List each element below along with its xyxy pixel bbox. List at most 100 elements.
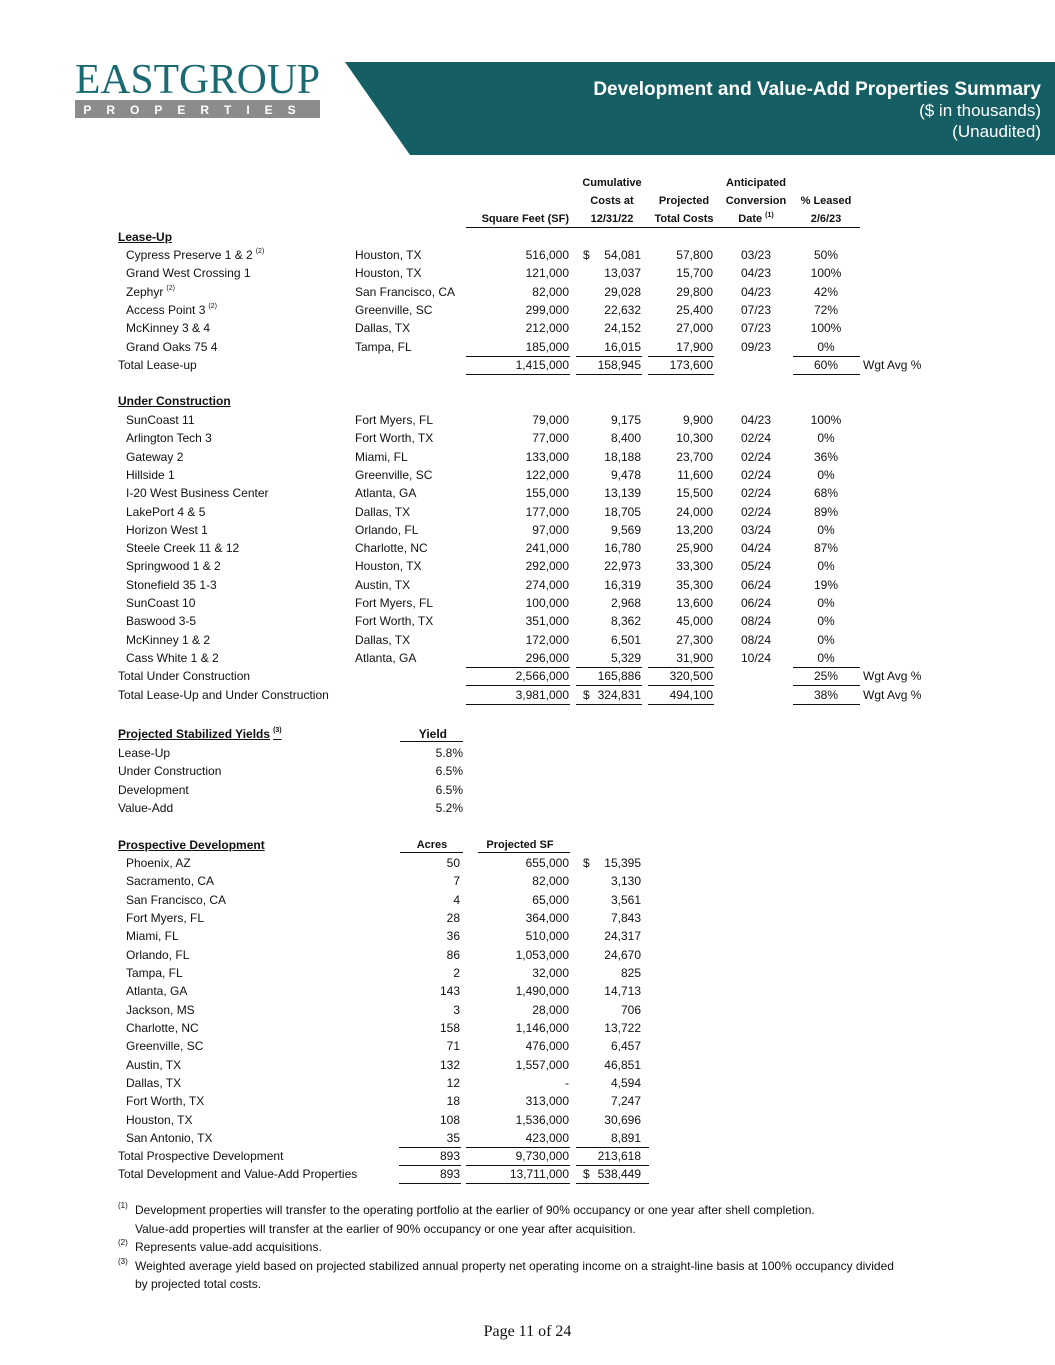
cell: 97,000 xyxy=(532,522,569,537)
cell: 38% xyxy=(813,687,839,702)
cell: 02/24 xyxy=(740,486,772,501)
cell: 1,146,000 xyxy=(515,1020,569,1035)
cell: 538,449 xyxy=(597,1167,641,1181)
footnote: Weighted average yield based on projecte… xyxy=(135,1258,894,1273)
row-label: Orlando, FL xyxy=(126,947,190,962)
row-label: Springwood 1 & 2 xyxy=(126,559,221,574)
row-label: SunCoast 10 xyxy=(126,596,196,610)
cell: 1,053,000 xyxy=(515,947,569,962)
cell: 03/24 xyxy=(740,522,772,537)
rule xyxy=(793,373,860,375)
column-header: Anticipated xyxy=(726,177,786,189)
cell: 71 xyxy=(446,1039,460,1054)
cell: 28 xyxy=(446,910,460,925)
cell: 1,536,000 xyxy=(515,1112,569,1127)
cell: Fort Myers, FL xyxy=(355,596,434,610)
rule xyxy=(648,355,714,357)
cell: 2,566,000 xyxy=(515,669,569,684)
cell: 07/23 xyxy=(740,302,772,317)
row-label: Total Prospective Development xyxy=(118,1149,284,1163)
rule xyxy=(399,1183,461,1184)
row-label: Fort Myers, FL xyxy=(126,910,205,925)
note-mark: (2) xyxy=(166,284,175,292)
cell: 299,000 xyxy=(525,302,569,317)
cell: 8,400 xyxy=(610,431,641,446)
rule xyxy=(399,1165,461,1166)
cell: 9,730,000 xyxy=(515,1149,569,1163)
cell: 12 xyxy=(446,1075,460,1090)
section-title: Under Construction xyxy=(118,394,231,408)
cell: 54,081 xyxy=(604,248,641,262)
rule xyxy=(576,1183,649,1184)
cell: 13,600 xyxy=(676,596,713,610)
cell: 30,696 xyxy=(604,1112,641,1127)
rule xyxy=(648,685,714,687)
section-title: Lease-Up xyxy=(118,230,173,244)
note-mark: (2) xyxy=(255,248,265,255)
cell: 0% xyxy=(817,650,835,665)
cell: 82,000 xyxy=(532,874,569,889)
cell: 57,800 xyxy=(676,248,713,262)
cell: 121,000 xyxy=(525,266,569,281)
row-label: Horizon West 1 xyxy=(126,522,208,537)
cell: Houston, TX xyxy=(355,559,422,574)
rule xyxy=(466,1183,570,1184)
cell: 36 xyxy=(446,929,460,944)
cell: 143 xyxy=(439,984,460,999)
logo-name: EASTGROUP xyxy=(75,57,320,103)
cell: Charlotte, NC xyxy=(355,541,428,556)
row-label: Development xyxy=(118,782,189,797)
row-label: Cass White 1 & 2 xyxy=(126,650,219,665)
cell: 706 xyxy=(620,1002,641,1017)
cell: 18 xyxy=(446,1094,460,1109)
cell: 13,711,000 xyxy=(509,1167,569,1181)
row-label: Total Lease-Up and Under Construction xyxy=(118,687,329,702)
cell: 0% xyxy=(817,614,835,629)
cell: Wgt Avg % xyxy=(863,357,922,372)
row-label: Baswood 3-5 xyxy=(126,614,197,629)
column-header: Costs at xyxy=(590,195,634,207)
cell: 0% xyxy=(817,522,835,537)
cell: 324,831 xyxy=(597,687,641,702)
cell: 6.5% xyxy=(435,782,463,797)
row-label: San Antonio, TX xyxy=(126,1130,213,1145)
rule xyxy=(576,373,642,375)
cell: 3,130 xyxy=(610,874,641,889)
cell: Atlanta, GA xyxy=(355,650,417,665)
rule xyxy=(576,667,642,669)
rule xyxy=(793,703,860,705)
column-header: Cumulative xyxy=(582,177,642,189)
cell: 07/23 xyxy=(740,321,772,336)
cell: 42% xyxy=(813,284,839,299)
cell: 02/24 xyxy=(740,431,772,446)
note-mark: (2) xyxy=(208,302,217,310)
cell: 15,395 xyxy=(604,856,641,870)
row-label: Total Development and Value-Add Properti… xyxy=(118,1167,358,1181)
column-header: 2/6/23 xyxy=(810,213,842,225)
rule xyxy=(576,355,642,357)
rule xyxy=(793,667,860,669)
row-label: Cypress Preserve 1 & 2 (2) xyxy=(126,248,265,262)
rule xyxy=(466,355,570,357)
row-label: Greenville, SC xyxy=(126,1039,204,1054)
cell: 25,900 xyxy=(676,541,713,556)
cell: 3,981,000 xyxy=(515,687,569,702)
cell: 351,000 xyxy=(525,614,569,629)
cell: 13,722 xyxy=(604,1020,641,1035)
cell: Dallas, TX xyxy=(355,321,411,336)
row-label: Access Point 3 (2) xyxy=(126,302,217,317)
cell: 100% xyxy=(810,413,842,427)
cell: $ xyxy=(583,856,590,870)
cell: 19% xyxy=(813,577,839,592)
cell: 4 xyxy=(453,892,460,907)
cell: 65,000 xyxy=(532,892,569,907)
rule xyxy=(466,667,570,669)
rule xyxy=(576,1147,649,1148)
cell: Wgt Avg % xyxy=(863,687,922,702)
cell: 185,000 xyxy=(525,339,569,354)
cell: 9,478 xyxy=(610,467,641,482)
rule xyxy=(648,667,714,669)
cell: 10/24 xyxy=(740,650,772,665)
cell: 158,945 xyxy=(597,357,641,372)
cell: 06/24 xyxy=(740,577,772,592)
